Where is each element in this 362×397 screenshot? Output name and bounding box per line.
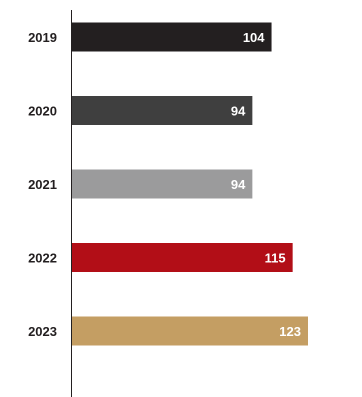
value-label-2022: 115: [265, 251, 286, 266]
category-label-2019: 2019: [28, 30, 57, 45]
value-label-2021: 94: [231, 177, 246, 192]
category-label-2023: 2023: [28, 324, 57, 339]
bar-2022: [72, 243, 293, 272]
bar-2019: [72, 22, 272, 52]
category-label-2022: 2022: [28, 251, 57, 266]
value-label-2019: 104: [243, 30, 265, 45]
bar-2023: [72, 316, 308, 346]
bars-group: 2019 104 2020 94 2021 94 2022 115 2023 123: [28, 22, 308, 346]
value-label-2023: 123: [279, 324, 301, 339]
value-label-2020: 94: [231, 104, 246, 119]
category-label-2020: 2020: [28, 104, 57, 119]
bar-2021: [72, 169, 253, 199]
bar-2020: [72, 96, 253, 125]
category-label-2021: 2021: [28, 177, 57, 192]
